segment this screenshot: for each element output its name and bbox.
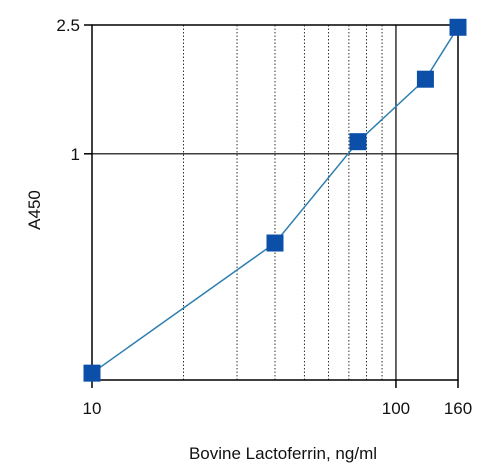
tick-labels: 2.5 1 10 100 160 — [56, 16, 472, 418]
grid-lines — [92, 25, 458, 380]
y-tick-label: 1 — [71, 145, 80, 164]
x-tick-label: 160 — [444, 399, 472, 418]
data-point-marker — [449, 18, 467, 36]
data-point-marker — [83, 364, 101, 382]
x-axis-title: Bovine Lactoferrin, ng/ml — [189, 444, 377, 463]
y-tick-label: 2.5 — [56, 16, 80, 35]
data-point-marker — [266, 234, 284, 252]
y-axis-title: A450 — [25, 190, 44, 230]
plot-area-frame — [91, 24, 459, 381]
data-point-marker — [416, 70, 434, 88]
x-tick-label: 10 — [83, 399, 102, 418]
data-point-marker — [349, 133, 367, 151]
x-tick-label: 100 — [382, 399, 410, 418]
data-series — [83, 18, 467, 382]
axis-ticks — [84, 24, 459, 388]
